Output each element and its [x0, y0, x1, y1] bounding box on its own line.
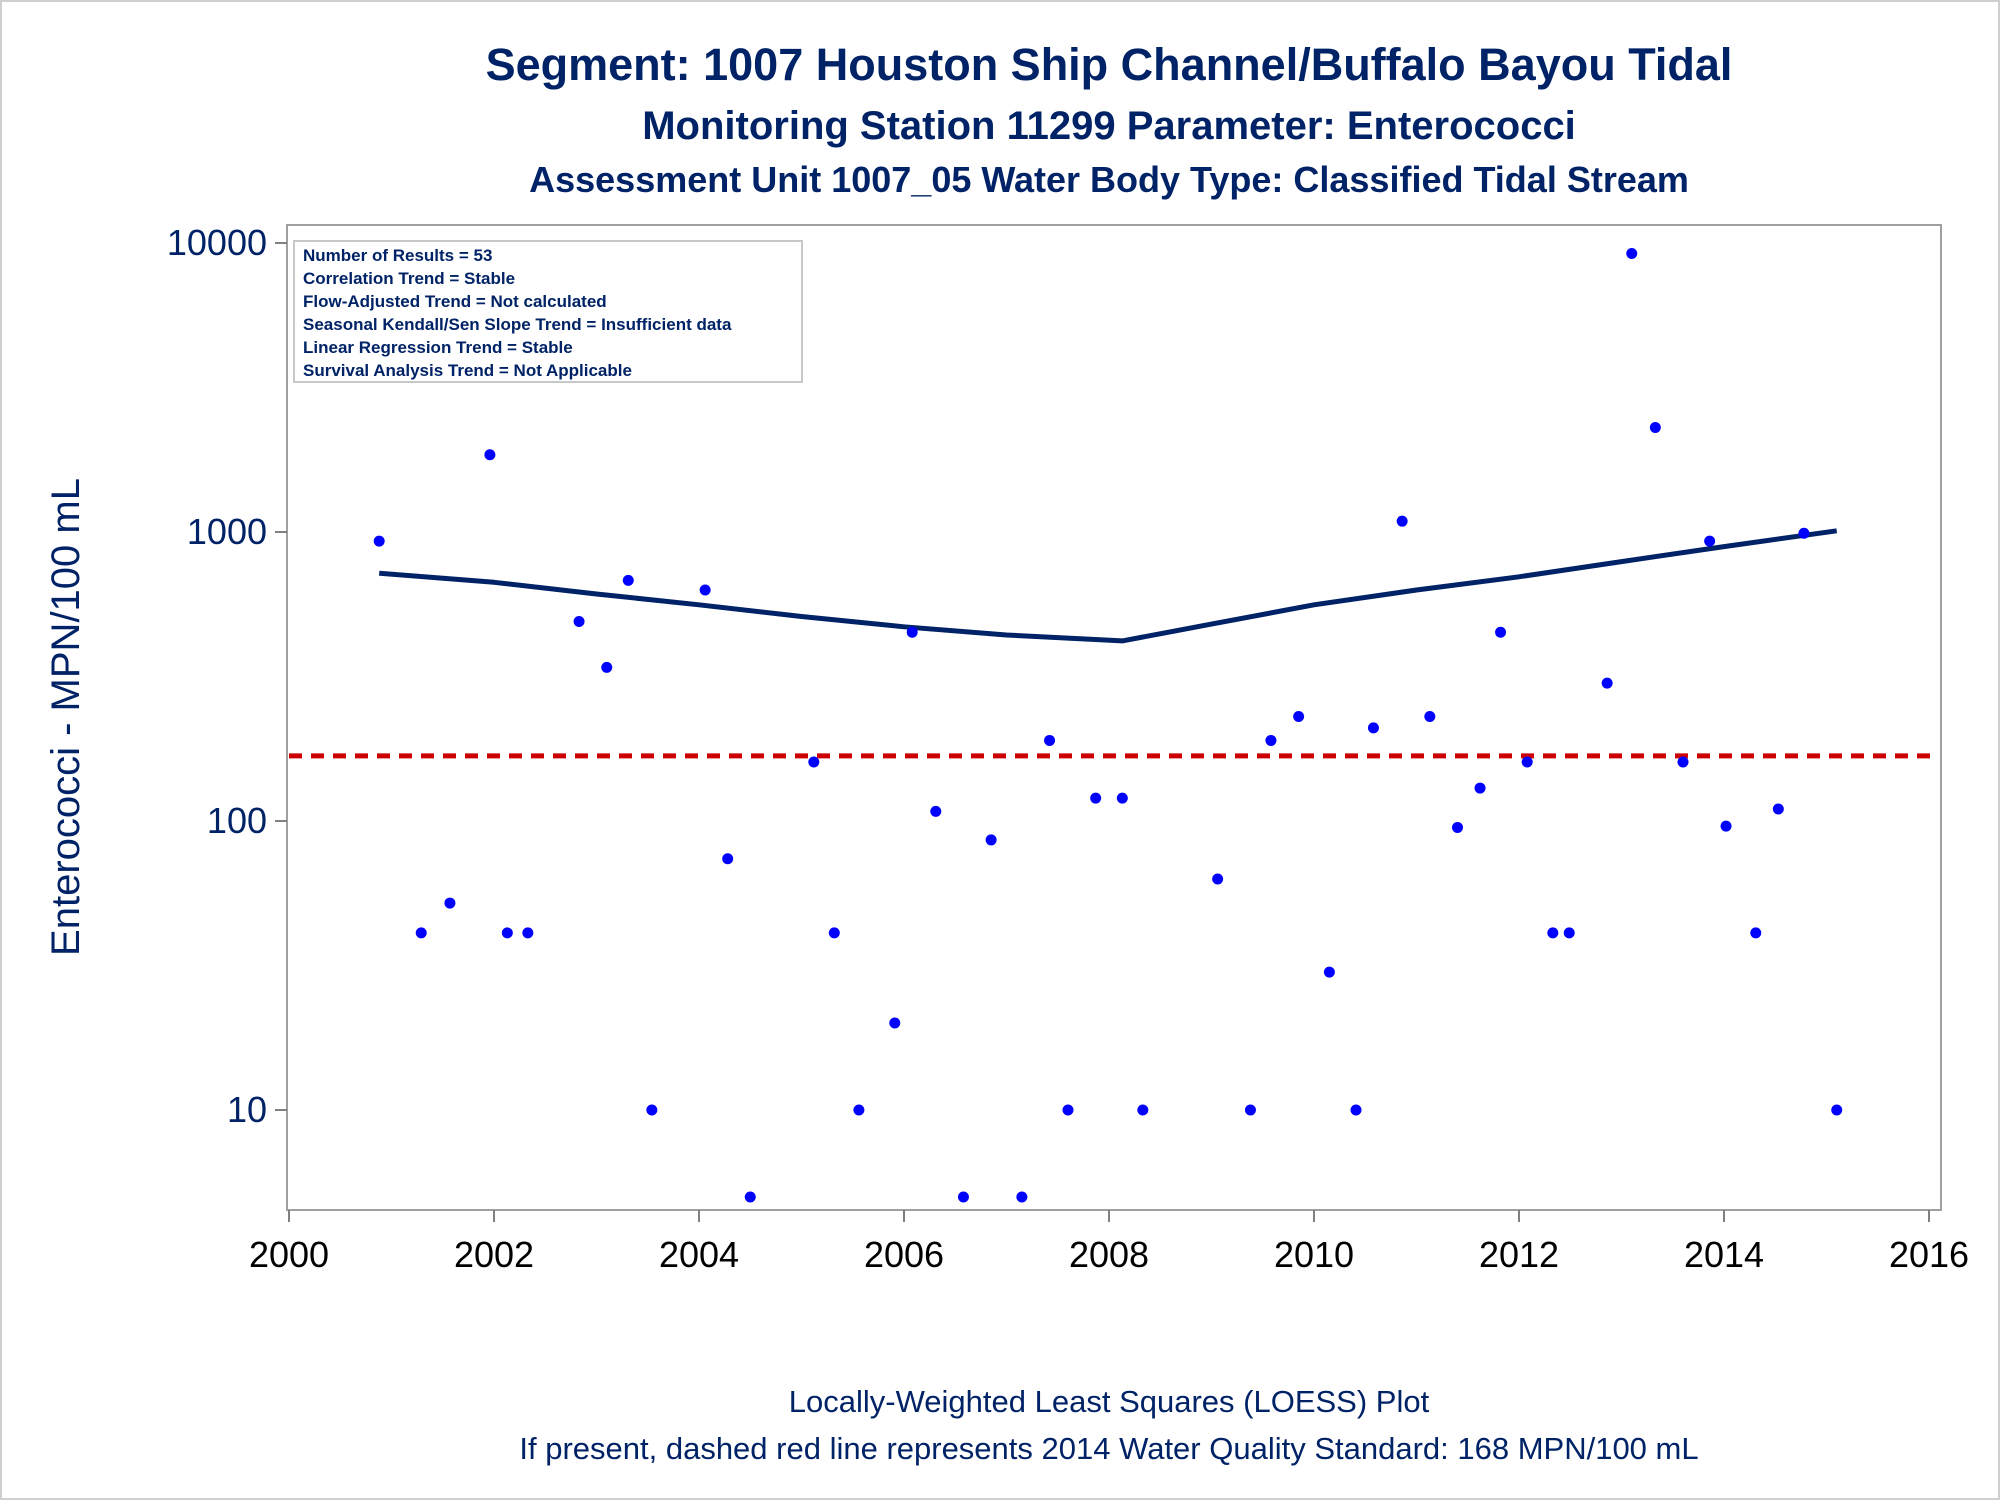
data-point — [1750, 927, 1762, 939]
info-line-4: Seasonal Kendall/Sen Slope Trend = Insuf… — [303, 315, 732, 334]
data-point — [853, 1104, 865, 1116]
data-point — [573, 616, 585, 628]
x-tick-label: 2016 — [1889, 1234, 1969, 1275]
data-point — [1649, 421, 1661, 433]
data-point — [1798, 527, 1810, 539]
info-box: Number of Results = 53 Correlation Trend… — [293, 240, 803, 383]
x-tick-label: 2006 — [864, 1234, 944, 1275]
x-tick-label: 2004 — [659, 1234, 739, 1275]
data-point — [1137, 1104, 1149, 1116]
info-line-1: Number of Results = 53 — [303, 246, 492, 265]
data-point — [646, 1104, 658, 1116]
data-point — [622, 574, 634, 586]
loess-line — [379, 528, 1838, 644]
data-point — [1244, 1104, 1256, 1116]
data-point — [444, 897, 456, 909]
data-point — [1062, 1104, 1074, 1116]
data-point — [1367, 722, 1379, 734]
data-point — [1116, 792, 1128, 804]
data-point — [699, 584, 711, 596]
x-axis: 2000 2002 2004 2006 2008 2010 2012 2014 2016 — [249, 1210, 1969, 1275]
x-tick-label: 2008 — [1069, 1234, 1149, 1275]
data-point — [415, 927, 427, 939]
data-point — [1831, 1104, 1843, 1116]
chart-title: Segment: 1007 Houston Ship Channel/Buffa… — [486, 39, 1733, 90]
info-box-border — [293, 240, 803, 383]
data-point — [1601, 677, 1613, 689]
data-point — [744, 1191, 756, 1203]
data-point — [1626, 247, 1638, 259]
data-point — [1293, 710, 1305, 722]
data-point — [601, 661, 613, 673]
chart-subtitle: Monitoring Station 11299 Parameter: Ente… — [642, 104, 1576, 148]
data-point — [1772, 803, 1784, 815]
data-point — [1452, 821, 1463, 833]
data-point — [957, 1191, 969, 1203]
data-point — [373, 535, 385, 547]
footnote-1: Locally-Weighted Least Squares (LOESS) P… — [789, 1384, 1430, 1419]
y-axis: 10 100 1000 10000 — [167, 222, 287, 1130]
data-point — [1212, 873, 1224, 885]
data-point — [1547, 927, 1559, 939]
data-point — [985, 834, 997, 846]
x-tick-label: 2000 — [249, 1234, 329, 1275]
data-point — [1044, 734, 1056, 746]
data-point — [722, 853, 734, 865]
data-points — [373, 247, 1843, 1203]
y-axis-label: Enterococci - MPN/100 mL — [44, 478, 88, 956]
y-tick-label: 10 — [227, 1089, 267, 1130]
data-point — [1495, 626, 1507, 638]
data-point — [501, 927, 513, 939]
x-tick-label: 2012 — [1479, 1234, 1559, 1275]
info-line-6: Survival Analysis Trend = Not Applicable — [303, 361, 632, 380]
data-point — [808, 756, 820, 768]
info-line-3: Flow-Adjusted Trend = Not calculated — [303, 292, 607, 311]
data-point — [1265, 734, 1277, 746]
y-tick-label: 10000 — [167, 222, 267, 263]
data-point — [930, 805, 942, 817]
data-point — [906, 626, 918, 638]
data-point — [1704, 535, 1716, 547]
footnote-2: If present, dashed red line represents 2… — [519, 1431, 1698, 1466]
info-line-5: Linear Regression Trend = Stable — [303, 338, 573, 357]
data-point — [1563, 927, 1575, 939]
data-point — [1016, 1191, 1028, 1203]
data-point — [828, 927, 840, 939]
data-point — [1521, 756, 1533, 768]
data-point — [1424, 710, 1436, 722]
chart-subtitle-2: Assessment Unit 1007_05 Water Body Type:… — [529, 159, 1689, 200]
x-tick-label: 2002 — [454, 1234, 534, 1275]
data-point — [1720, 820, 1732, 832]
plot-area — [286, 224, 1942, 1211]
data-point — [522, 927, 534, 939]
info-line-2: Correlation Trend = Stable — [303, 269, 515, 288]
data-point — [1474, 782, 1486, 794]
y-tick-label: 1000 — [187, 511, 267, 552]
data-point — [1350, 1104, 1362, 1116]
data-point — [1396, 515, 1408, 527]
x-tick-label: 2014 — [1684, 1234, 1764, 1275]
data-point — [1677, 756, 1689, 768]
data-point — [1090, 792, 1102, 804]
data-point — [889, 1017, 901, 1029]
loess-line-group — [379, 528, 1838, 644]
x-tick-label: 2010 — [1274, 1234, 1354, 1275]
data-point — [484, 449, 496, 461]
data-point — [1323, 966, 1335, 978]
y-tick-label: 100 — [207, 800, 267, 841]
